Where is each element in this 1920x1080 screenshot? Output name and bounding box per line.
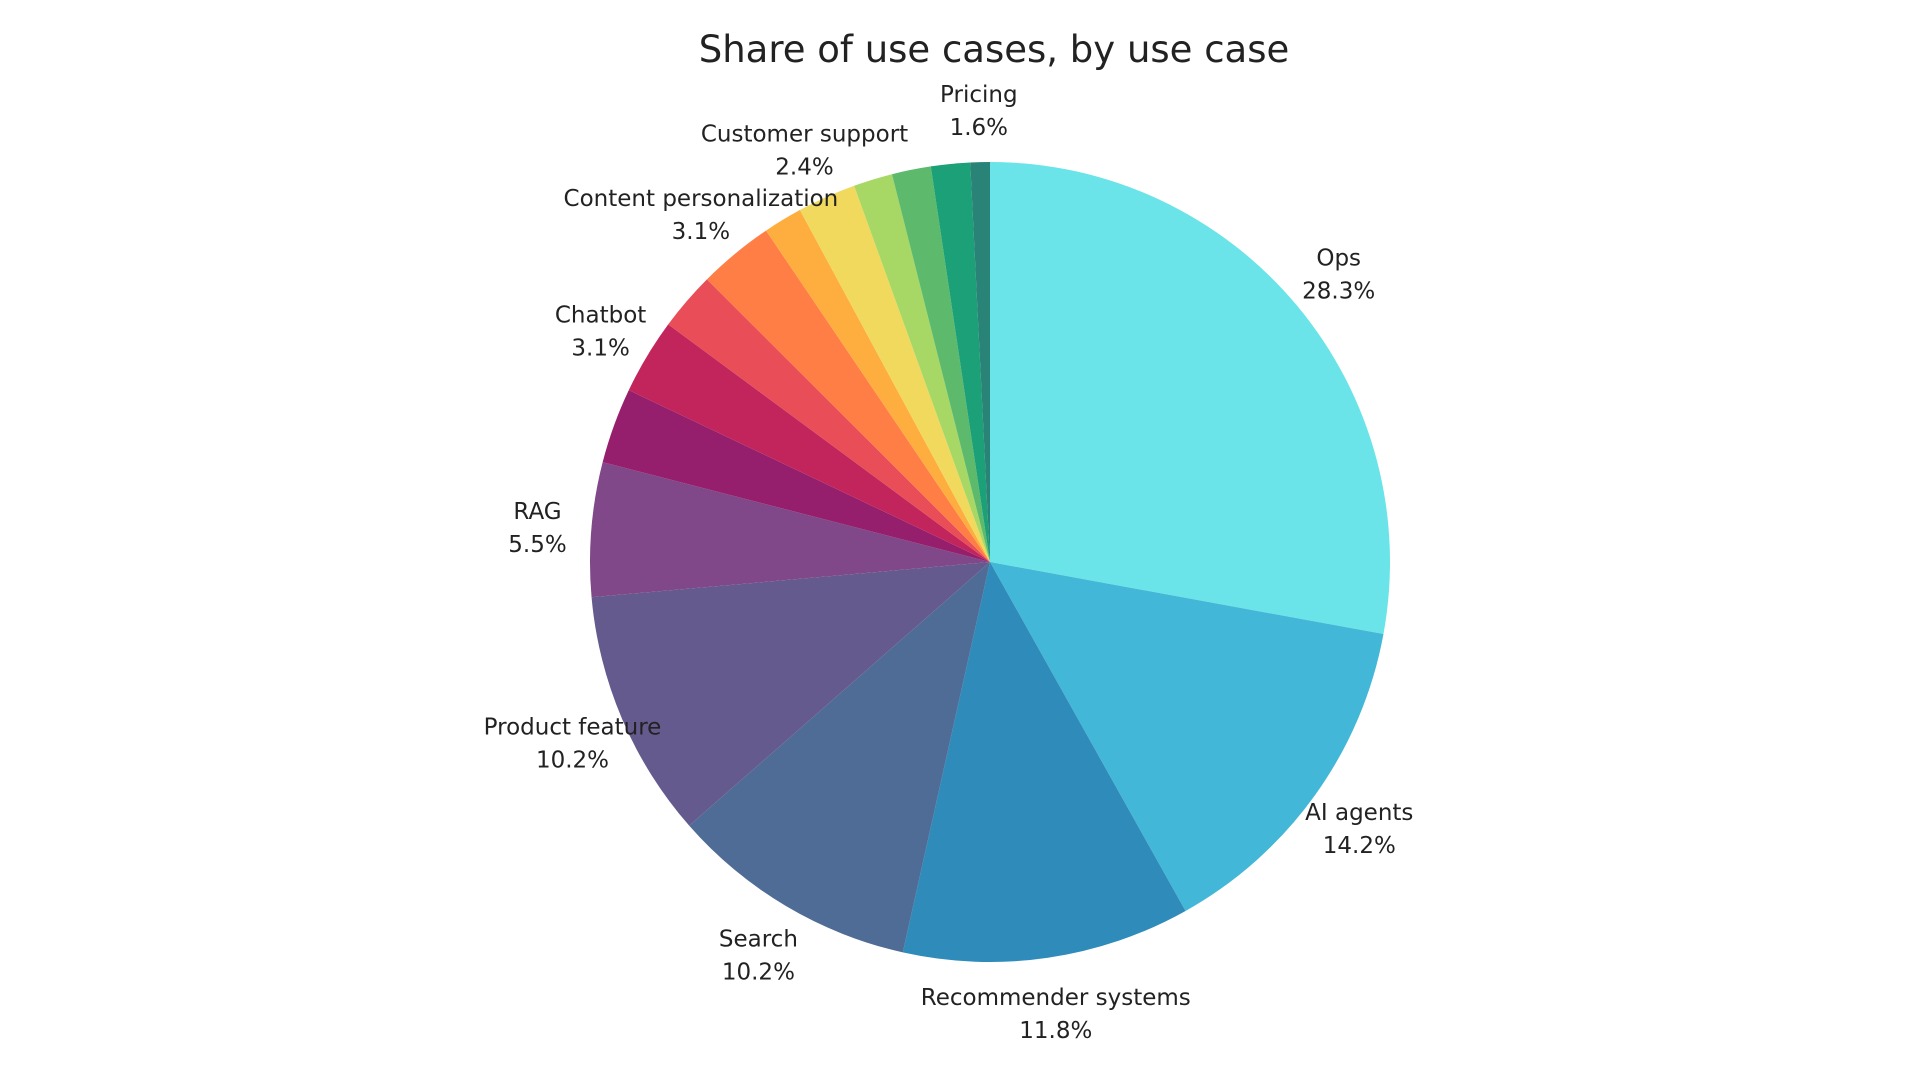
chart-title: Share of use cases, by use case xyxy=(699,28,1290,71)
pie-slice-ai-agents xyxy=(990,562,1384,911)
slice-label-customer-support: Customer support 2.4% xyxy=(701,122,908,181)
pie-slice-unlabeled-13 xyxy=(891,166,990,562)
slice-label-ops: Ops 28.3% xyxy=(1302,245,1375,304)
slice-label-name: Content personalization xyxy=(564,186,839,212)
slice-label-name: Pricing xyxy=(940,82,1018,108)
slice-label-value: 5.5% xyxy=(508,532,566,558)
slice-label-name: Search xyxy=(719,927,798,953)
pie-slice-unlabeled-8 xyxy=(668,279,990,562)
pie-slice-product-feature xyxy=(591,562,990,826)
slice-label-ai-agents: AI agents 14.2% xyxy=(1305,800,1413,859)
slice-label-value: 3.1% xyxy=(571,336,629,362)
slice-label-content-personalization: Content personalization 3.1% xyxy=(564,186,839,245)
slice-label-search: Search 10.2% xyxy=(719,927,798,986)
pie-slice-chatbot xyxy=(628,324,990,562)
slice-label-name: Customer support xyxy=(701,122,908,148)
slice-label-recommender-systems: Recommender systems 11.8% xyxy=(921,985,1191,1044)
slice-label-name: Ops xyxy=(1316,245,1361,271)
slice-label-name: Chatbot xyxy=(555,303,646,329)
pie-labels: Ops 28.3% AI agents 14.2% Recommender system… xyxy=(484,82,1414,1044)
slice-label-name: RAG xyxy=(513,499,561,525)
slice-label-value: 28.3% xyxy=(1302,278,1375,304)
slice-label-name: Product feature xyxy=(484,714,662,740)
pie-slice-recommender-systems xyxy=(902,562,1186,963)
slice-label-rag: RAG 5.5% xyxy=(508,499,566,558)
slice-label-chatbot: Chatbot 3.1% xyxy=(555,303,646,362)
pie-slice-ops xyxy=(990,162,1390,635)
pie-slices xyxy=(590,162,1390,963)
slice-label-value: 10.2% xyxy=(536,747,609,773)
slice-label-value: 1.6% xyxy=(950,115,1008,141)
pie-slice-search xyxy=(689,562,990,953)
slice-label-name: AI agents xyxy=(1305,800,1413,826)
slice-label-value: 3.1% xyxy=(672,219,730,245)
pie-slice-unlabeled-10 xyxy=(766,210,990,562)
slice-label-value: 10.2% xyxy=(722,960,795,986)
slice-label-name: Recommender systems xyxy=(921,985,1191,1011)
pie-slice-content-personalization xyxy=(706,230,990,562)
pie-slice-pricing xyxy=(970,162,990,562)
pie-slice-unlabeled-6 xyxy=(602,390,990,562)
slice-label-pricing: Pricing 1.6% xyxy=(940,82,1018,141)
slice-label-value: 2.4% xyxy=(775,155,833,181)
slice-label-value: 14.2% xyxy=(1323,833,1396,859)
pie-slice-rag xyxy=(590,462,990,598)
pie-slice-unlabeled-14 xyxy=(930,162,990,563)
slice-label-value: 11.8% xyxy=(1019,1018,1092,1044)
slice-label-product-feature: Product feature 10.2% xyxy=(484,714,662,773)
pie-slice-customer-support xyxy=(799,185,990,563)
pie-slice-unlabeled-12 xyxy=(854,174,990,562)
